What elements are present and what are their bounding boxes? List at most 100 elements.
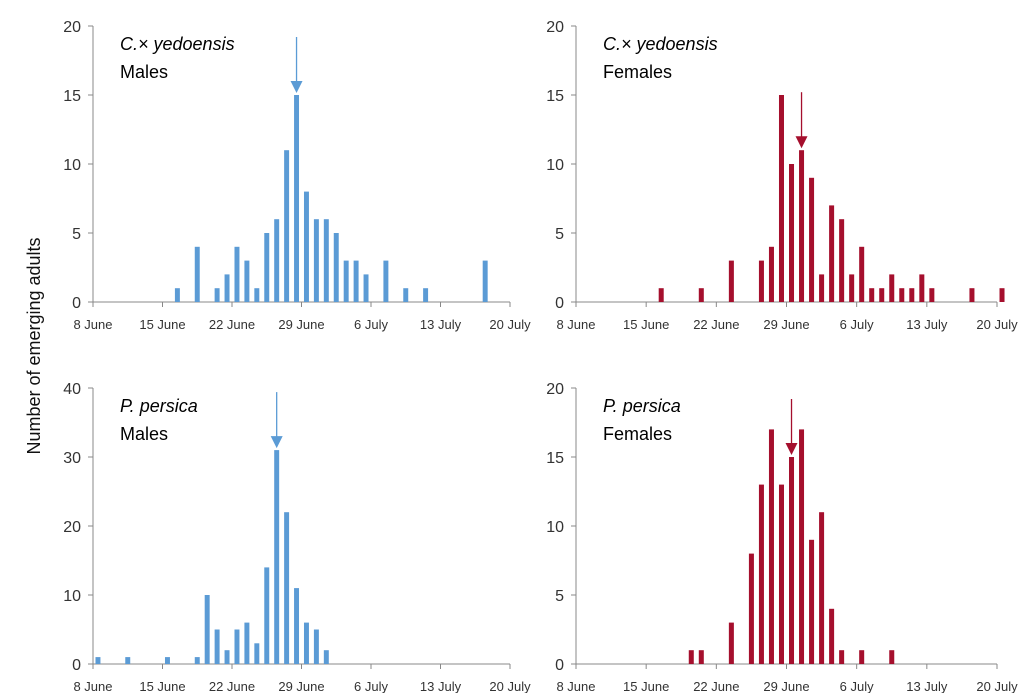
bar [899,288,905,302]
bar [224,274,230,302]
y-tick-label: 0 [555,295,564,312]
bar [214,629,220,664]
x-tick-label: 20 July [489,317,531,332]
bar [748,553,754,664]
bar [819,274,825,302]
y-tick-label: 0 [555,657,564,674]
bar [839,219,845,302]
x-tick-label: 8 June [556,317,595,332]
x-tick-label: 15 June [139,317,185,332]
x-tick-label: 8 June [73,679,112,693]
x-tick-label: 22 June [693,317,739,332]
bar [482,260,488,302]
bar [829,205,835,302]
sex-label: Females [603,62,672,82]
bar [363,274,369,302]
bar [849,274,855,302]
bar [778,95,784,302]
y-tick-label: 40 [63,381,81,398]
bar [728,622,734,664]
bar [819,512,825,664]
bar [869,288,875,302]
bar [969,288,975,302]
bar [698,650,704,664]
bar [343,260,349,302]
y-tick-label: 5 [555,588,564,605]
bar [313,629,319,664]
bar [658,288,664,302]
bar [698,288,704,302]
bar [919,274,925,302]
bar [284,512,290,664]
x-tick-label: 20 July [976,317,1018,332]
x-tick-label: 15 June [139,679,185,693]
sex-label: Males [120,424,168,444]
bar [323,219,329,302]
panel-c-yedoensis-females: 0 5 10 15 20 8 June 15 June 22 June 29 June 6 Jul… [546,19,1018,332]
bar [929,288,935,302]
bar [789,457,795,664]
x-tick-label: 6 July [840,317,874,332]
y-tick-label: 5 [555,226,564,243]
x-tick-label: 29 June [278,317,324,332]
sex-label: Males [120,62,168,82]
bar [799,150,805,302]
bar [224,650,230,664]
x-tick-label: 20 July [976,679,1018,693]
bar [423,288,429,302]
x-tick-label: 20 July [489,679,531,693]
x-tick-label: 13 July [420,679,462,693]
species-label: C.× yedoensis [120,34,235,54]
y-tick-label: 10 [63,588,81,605]
y-tick-label: 10 [63,157,81,174]
x-tick-label: 8 June [73,317,112,332]
bar [829,608,835,664]
bar [254,288,260,302]
bar [244,622,250,664]
bar [194,246,200,302]
bar [264,567,270,664]
bar [284,150,290,302]
bar [809,539,815,664]
bar [194,657,200,664]
bar [294,95,300,302]
species-label: P. persica [603,396,681,416]
peak-arrow [795,92,808,149]
bar [688,650,694,664]
x-tick-label: 29 June [763,679,809,693]
y-tick-label: 0 [72,657,81,674]
x-tick-label: 29 June [278,679,324,693]
bar [799,429,805,664]
y-tick-label: 20 [63,19,81,36]
x-tick-label: 22 June [693,679,739,693]
x-tick-label: 13 July [420,317,462,332]
y-tick-label: 30 [63,450,81,467]
bar [313,219,319,302]
bar [274,450,280,664]
bar [244,260,250,302]
bar [403,288,409,302]
bar [164,657,170,664]
y-tick-label: 20 [63,519,81,536]
bar [758,484,764,664]
bar [323,650,329,664]
bar [758,260,764,302]
species-label: P. persica [120,396,198,416]
y-tick-label: 15 [546,88,564,105]
bar [303,191,309,302]
bar [125,657,131,664]
x-tick-label: 6 July [840,679,874,693]
bar [264,233,270,302]
x-tick-label: 29 June [763,317,809,332]
x-tick-label: 13 July [906,317,948,332]
bar [879,288,885,302]
bar [214,288,220,302]
bar [839,650,845,664]
y-tick-label: 5 [72,226,81,243]
y-tick-label: 10 [546,519,564,536]
bar [768,246,774,302]
bar [999,288,1005,302]
bar [294,588,300,664]
bar [889,274,895,302]
